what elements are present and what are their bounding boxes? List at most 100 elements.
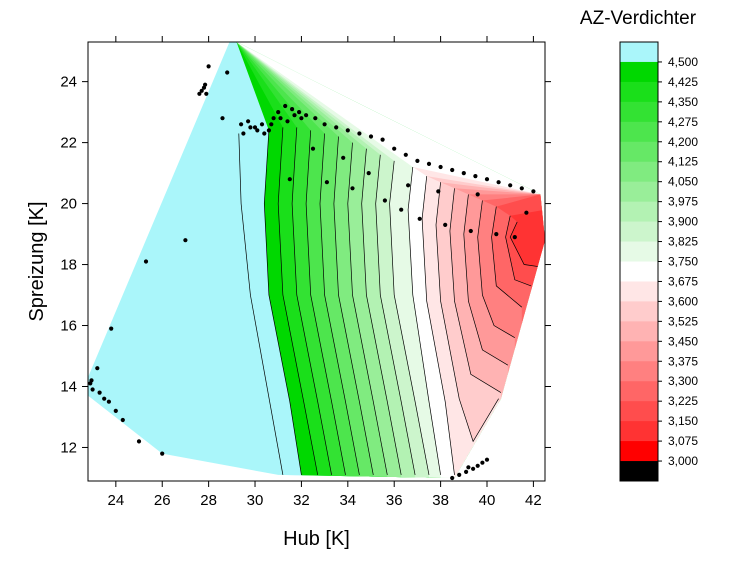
colorbar-label: 4,500: [668, 55, 698, 69]
data-point: [183, 238, 187, 242]
colorbar-label: 3,600: [668, 294, 698, 308]
data-point: [406, 183, 410, 187]
data-point: [283, 104, 287, 108]
colorbar-label: 3,825: [668, 235, 698, 249]
data-point: [383, 198, 387, 202]
x-tick-label: 40: [479, 492, 496, 509]
colorbar-label: 4,425: [668, 75, 698, 89]
data-point: [520, 186, 524, 190]
colorbar-swatch: [620, 202, 658, 222]
data-point: [469, 229, 473, 233]
data-point: [480, 461, 484, 465]
y-tick-label: 14: [60, 378, 77, 395]
colorbar-label: 4,125: [668, 155, 698, 169]
data-point: [508, 183, 512, 187]
data-point: [241, 131, 245, 135]
data-point: [290, 107, 294, 111]
y-tick-label: 22: [60, 135, 77, 152]
data-point: [485, 177, 489, 181]
colorbar-swatch: [620, 122, 658, 142]
data-point: [299, 116, 303, 120]
data-point: [91, 387, 95, 391]
contour-chart: 24 26 28 30 32 34 36 38 40 42 12 14 16 18 20 22 24 Hub […: [0, 0, 731, 571]
data-point: [350, 186, 354, 190]
colorbar-label: 3,675: [668, 274, 698, 288]
data-point: [513, 235, 517, 239]
colorbar-label: 4,050: [668, 175, 698, 189]
data-point: [476, 192, 480, 196]
colorbar-swatch: [620, 421, 658, 441]
x-axis-title: Hub [K]: [283, 528, 350, 550]
data-point: [436, 189, 440, 193]
data-point: [313, 116, 317, 120]
data-point: [471, 467, 475, 471]
colorbar-label: 3,375: [668, 354, 698, 368]
x-tick-label: 30: [247, 492, 264, 509]
colorbar-label: 4,200: [668, 135, 698, 149]
colorbar-label: 3,975: [668, 195, 698, 209]
data-point: [204, 92, 208, 96]
data-point: [285, 119, 289, 123]
data-point: [473, 174, 477, 178]
data-point: [418, 217, 422, 221]
colorbar-swatch: [620, 242, 658, 262]
x-tick-label: 28: [200, 492, 217, 509]
data-point: [220, 116, 224, 120]
colorbar-swatch: [620, 361, 658, 381]
colorbar-label: 3,225: [668, 394, 698, 408]
x-tick-label: 26: [154, 492, 171, 509]
data-point: [443, 223, 447, 227]
x-tick-label: 42: [525, 492, 542, 509]
data-point: [260, 122, 264, 126]
data-point: [392, 147, 396, 151]
data-point: [494, 232, 498, 236]
colorbar-swatch: [620, 182, 658, 202]
data-point: [439, 165, 443, 169]
y-tick-label: 18: [60, 257, 77, 274]
colorbar-swatch: [620, 162, 658, 182]
colorbar-label: 3,150: [668, 414, 698, 428]
colorbar-label: 3,900: [668, 215, 698, 229]
colorbar-label: 3,300: [668, 374, 698, 388]
y-tick-label: 12: [60, 439, 77, 456]
data-point: [415, 159, 419, 163]
data-point: [485, 458, 489, 462]
data-point: [462, 171, 466, 175]
data-point: [207, 64, 211, 68]
data-point: [427, 162, 431, 166]
data-point: [278, 116, 282, 120]
data-point: [89, 378, 93, 382]
data-point: [144, 259, 148, 263]
data-point: [297, 110, 301, 114]
data-point: [346, 128, 350, 132]
data-point: [292, 113, 296, 117]
colorbar-swatch: [620, 401, 658, 421]
data-point: [262, 131, 266, 135]
data-point: [107, 400, 111, 404]
data-point: [95, 366, 99, 370]
y-tick-label: 20: [60, 196, 77, 213]
data-point: [334, 125, 338, 129]
data-point: [323, 122, 327, 126]
colorbar-swatch: [620, 262, 658, 282]
colorbar-swatch: [620, 102, 658, 122]
data-point: [369, 134, 373, 138]
data-point: [531, 189, 535, 193]
data-point: [121, 418, 125, 422]
colorbar-swatch: [620, 281, 658, 301]
data-point: [450, 476, 454, 480]
y-axis-title: Spreizung [K]: [26, 201, 48, 321]
colorbar-swatch: [620, 321, 658, 341]
y-tick-label: 16: [60, 318, 77, 335]
data-point: [381, 138, 385, 142]
data-point: [357, 131, 361, 135]
data-point: [311, 147, 315, 151]
data-point: [102, 397, 106, 401]
data-point: [341, 156, 345, 160]
x-tick-label: 32: [293, 492, 310, 509]
colorbar-label: 3,525: [668, 314, 698, 328]
colorbar-title: AZ-Verdichter: [580, 8, 697, 29]
colorbar-swatch: [620, 441, 658, 461]
colorbar-label: 4,350: [668, 95, 698, 109]
data-point: [404, 153, 408, 157]
